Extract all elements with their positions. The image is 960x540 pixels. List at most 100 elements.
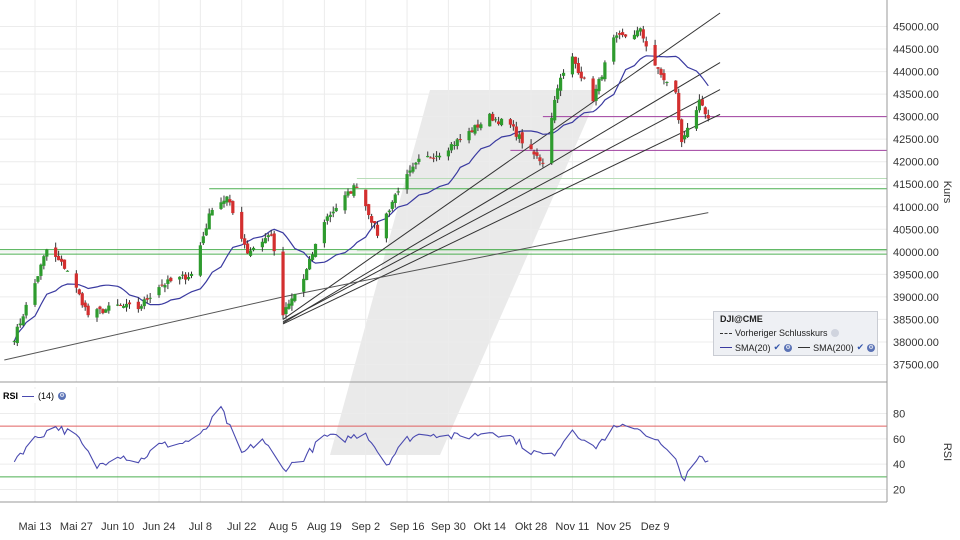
rsi-tick-label: 80 (893, 409, 905, 421)
candle-body (355, 186, 359, 188)
candle-body (405, 174, 409, 190)
date-tick-label: Sep 2 (351, 521, 380, 533)
candle-body (685, 127, 690, 138)
candle-body (532, 151, 536, 155)
price-tick-label: 40500.00 (893, 224, 939, 236)
candle-body (305, 269, 309, 281)
candle-body (287, 303, 291, 309)
candle-body (136, 301, 140, 310)
date-tick-label: Mai 27 (60, 521, 93, 533)
candle-body (591, 78, 595, 102)
candle-body (491, 113, 495, 121)
candle-body (210, 209, 214, 216)
candle-body (207, 213, 211, 230)
candle-body (139, 306, 143, 309)
candle-body (266, 235, 270, 238)
candle-body (417, 158, 421, 162)
date-tick-label: Jul 8 (189, 521, 212, 533)
candle-body (302, 278, 306, 292)
candle-body (240, 211, 244, 239)
date-tick-label: Nov 25 (596, 521, 631, 533)
candle-body (470, 130, 474, 133)
candle-body (632, 34, 637, 40)
candle-body (390, 201, 394, 209)
candle-body (243, 238, 247, 245)
candle-body (697, 99, 701, 111)
price-axis-label: Kurs (941, 181, 953, 204)
candle-body (178, 276, 182, 280)
check-icon[interactable]: ✔ (773, 342, 782, 352)
trend-channel-lines (282, 12, 721, 325)
candle-body (621, 32, 625, 36)
candle-body (384, 213, 388, 239)
rsi-series (0, 405, 887, 482)
candle-body (198, 245, 202, 276)
candle-body (458, 139, 462, 141)
settings-icon[interactable]: ⚙ (867, 343, 876, 352)
legend-sma20: SMA(20) ✔ ⚙ SMA(200) ✔ ⚙ (720, 342, 876, 353)
candle-body (18, 323, 22, 326)
candle-body (452, 144, 456, 146)
candle-body (349, 191, 353, 194)
info-icon[interactable] (830, 329, 839, 337)
date-tick-label: Sep 16 (390, 521, 425, 533)
candle-body (269, 234, 273, 236)
candle-body (372, 221, 377, 224)
candle-body (346, 191, 350, 196)
candle-body (550, 117, 554, 164)
candle-body (36, 276, 40, 282)
candle-body (145, 298, 149, 300)
rsi-tick-label: 20 (893, 485, 905, 497)
candle-body (263, 238, 267, 244)
settings-icon[interactable]: ⚙ (58, 392, 67, 400)
candle-body (328, 214, 332, 217)
candle-body (659, 68, 663, 75)
candle-body (375, 224, 380, 236)
candle-body (83, 302, 87, 308)
candle-body (24, 304, 28, 316)
candle-body (618, 33, 622, 35)
candle-body (186, 277, 191, 280)
candle-body (116, 304, 120, 306)
candle-body (222, 200, 226, 204)
candle-body (248, 250, 253, 256)
candle-body (603, 62, 607, 80)
date-tick-label: Jul 22 (227, 521, 256, 533)
candle-body (656, 67, 660, 69)
candle-body (310, 254, 315, 260)
candle-body (496, 121, 501, 125)
check-icon[interactable]: ✔ (856, 342, 865, 352)
price-tick-label: 38000.00 (893, 337, 939, 349)
settings-icon[interactable]: ⚙ (784, 343, 793, 352)
candle-body (553, 99, 557, 121)
date-tick-label: Nov 11 (555, 521, 589, 533)
sma-lines (4, 55, 709, 361)
candle-body (142, 299, 146, 307)
date-tick-label: Jun 24 (143, 521, 176, 533)
candle-body (703, 107, 707, 115)
candle-body (434, 155, 439, 157)
candle-body (680, 119, 684, 143)
candle-body (473, 125, 477, 134)
rsi-axis-label: RSI (941, 443, 953, 461)
candle-body (570, 56, 575, 75)
price-tick-label: 44000.00 (893, 67, 939, 79)
candle-body (408, 170, 412, 173)
candle-body (74, 273, 78, 288)
candle-body (665, 81, 669, 83)
legend-prev-close-label: Vorheriger Schlusskurs (735, 328, 828, 338)
candle-body (479, 124, 483, 129)
candle-body (573, 56, 577, 64)
price-tick-label: 45000.00 (893, 22, 939, 34)
candle-body (77, 289, 81, 295)
candle-body (694, 110, 699, 129)
candle-body (166, 279, 170, 284)
candle-body (662, 73, 666, 81)
candle-body (293, 294, 297, 301)
candle-body (706, 115, 710, 119)
price-tick-label: 37500.00 (893, 360, 939, 372)
candle-body (228, 199, 232, 203)
candle-body (364, 189, 368, 207)
candle-body (33, 283, 37, 305)
candle-body (429, 157, 433, 159)
